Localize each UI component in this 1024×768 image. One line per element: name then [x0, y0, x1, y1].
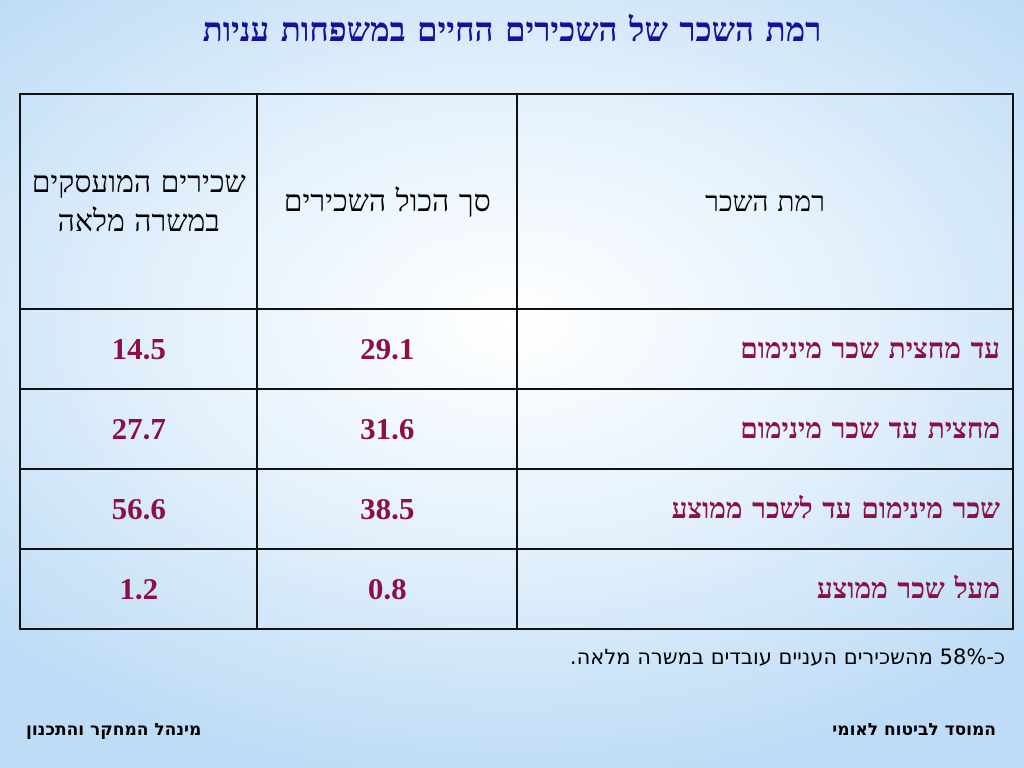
all-employees-cell: 0.8: [256, 548, 519, 630]
table-row: מעל שכר ממוצע 0.8 1.2: [18, 548, 1014, 630]
full-time-cell: 27.7: [18, 388, 259, 470]
header-full-time-employees: שכירים המועסקים במשרה מלאה: [18, 93, 259, 310]
footer-department: מינהל המחקר והתכנון: [26, 720, 202, 740]
full-time-cell: 56.6: [18, 468, 259, 550]
all-employees-cell: 31.6: [256, 388, 519, 470]
slide-title: רמת השכר של השכירים החיים במשפחות עניות: [202, 10, 822, 49]
all-employees-cell: 38.5: [256, 468, 519, 550]
all-employees-cell: 29.1: [256, 308, 519, 390]
table-row: שכר מינימום עד לשכר ממוצע 38.5 56.6: [18, 468, 1014, 550]
footer-organization: המוסד לביטוח לאומי: [832, 720, 996, 740]
wage-level-cell: עד מחצית שכר מינימום: [516, 308, 1014, 390]
table-row: מחצית עד שכר מינימום 31.6 27.7: [18, 388, 1014, 470]
full-time-cell: 14.5: [18, 308, 259, 390]
header-all-employees: סך הכול השכירים: [256, 93, 519, 310]
table-row: עד מחצית שכר מינימום 29.1 14.5: [18, 308, 1014, 390]
header-wage-level: רמת השכר: [516, 93, 1014, 310]
full-time-cell: 1.2: [18, 548, 259, 630]
table-header-row: רמת השכר סך הכול השכירים שכירים המועסקים…: [18, 93, 1014, 310]
wage-level-table: רמת השכר סך הכול השכירים שכירים המועסקים…: [18, 93, 1014, 630]
wage-level-cell: מעל שכר ממוצע: [516, 548, 1014, 630]
footnote: כ-58% מהשכירים העניים עובדים במשרה מלאה.: [569, 645, 1005, 669]
wage-level-cell: שכר מינימום עד לשכר ממוצע: [516, 468, 1014, 550]
wage-level-cell: מחצית עד שכר מינימום: [516, 388, 1014, 470]
